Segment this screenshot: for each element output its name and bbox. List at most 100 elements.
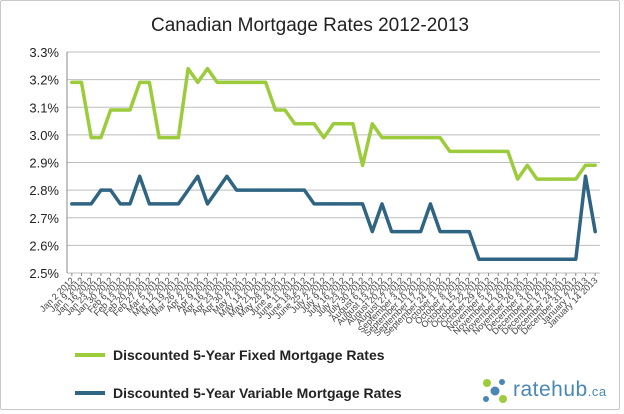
data-point [429,136,432,139]
data-point [293,122,296,126]
data-point [497,150,500,153]
data-point [312,202,316,206]
data-point [216,81,219,84]
data-point [254,188,258,192]
data-point [99,188,103,192]
data-point [419,230,422,233]
y-tick-label: 2.6% [29,238,59,253]
data-point [196,81,200,84]
data-point [526,257,529,261]
data-point [458,230,461,233]
data-point [593,164,597,167]
data-point [119,202,122,206]
data-point [341,122,345,126]
data-point [283,188,287,192]
y-tick-label: 2.5% [29,266,59,281]
legend: Discounted 5-Year Fixed Mortgage Rates D… [75,347,402,401]
data-point [274,188,277,192]
brand-name: ratehub [513,378,588,401]
data-point [206,202,209,206]
data-point [477,150,481,153]
data-point [90,202,93,206]
data-point [157,136,161,139]
data-point [516,257,519,261]
y-tick-label: 3.2% [29,73,59,88]
series-points [70,175,597,261]
data-point [535,257,539,261]
data-point [564,177,568,181]
data-point [332,122,335,126]
data-point [216,188,219,192]
data-point [555,177,558,181]
data-point [80,81,83,84]
data-point [526,164,529,167]
data-point [448,230,451,233]
data-point [584,164,587,167]
data-point [409,230,413,233]
data-point [380,136,384,139]
data-point [361,202,364,206]
data-point [303,188,306,192]
data-point [351,202,355,206]
data-point [322,136,326,139]
data-point [555,257,558,261]
data-point [80,202,83,206]
data-point [186,67,190,70]
data-point [371,230,374,233]
data-point [409,136,413,139]
data-point [371,122,374,126]
grid [66,51,600,274]
y-tick-label: 3.3% [29,45,59,60]
data-point [128,108,132,112]
data-point [506,257,510,261]
data-point [467,150,471,153]
data-point [545,257,548,261]
data-point [448,150,451,153]
data-point [438,136,442,139]
data-point [584,175,587,178]
data-point [400,136,403,139]
data-point [574,177,577,181]
data-point [574,257,577,261]
data-point [390,136,393,139]
data-point [293,188,296,192]
data-point [109,108,112,112]
data-point [429,202,432,206]
data-point [438,230,442,233]
data-point [70,81,74,84]
y-axis-ticks: 3.3% 3.2% 3.1% 3.0% 2.9% 2.8% 2.7% 2.6% 2.5% [29,45,59,281]
data-point [196,175,200,178]
data-point [148,81,151,84]
data-point [157,202,161,206]
data-point [264,188,267,192]
series-points [70,67,597,181]
data-point [109,188,112,192]
legend-label-variable: Discounted 5-Year Variable Mortgage Rate… [113,385,402,401]
data-point [458,150,461,153]
brand-wordmark: ratehub.ca [513,378,607,402]
data-point [225,175,229,178]
data-point [400,230,403,233]
data-point [593,230,597,233]
data-point [332,202,335,206]
data-point [70,202,74,206]
series [70,66,597,261]
data-point [487,150,490,153]
data-point [419,136,422,139]
ratehub-logo-icon [483,379,507,403]
data-point [351,122,355,126]
data-point [128,202,132,206]
chart-title: Canadian Mortgage Rates 2012-2013 [151,15,469,36]
data-point [380,202,384,206]
y-tick-label: 2.8% [29,183,59,198]
data-point [564,257,568,261]
data-point [235,81,238,84]
data-point [90,136,93,139]
data-point [177,202,180,206]
data-point [545,177,548,181]
data-point [206,67,209,70]
y-tick-label: 3.1% [29,100,59,115]
